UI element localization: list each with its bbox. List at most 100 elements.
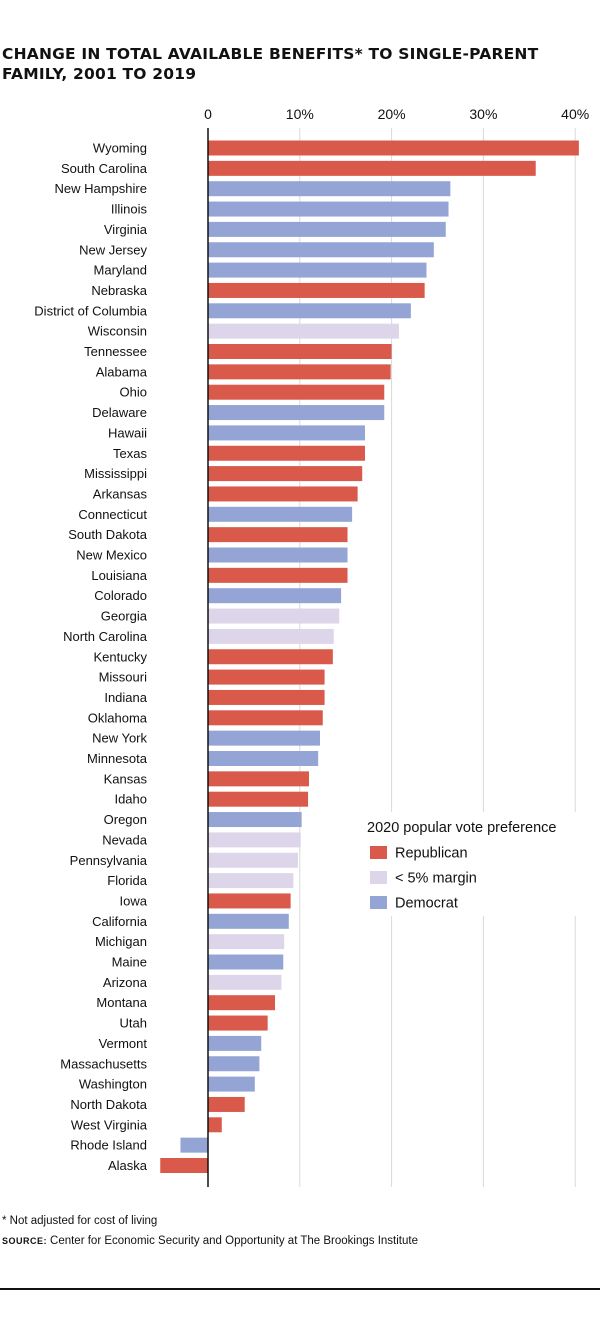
legend-entry: < 5% margin (395, 871, 477, 887)
bar-new-mexico (208, 547, 348, 563)
category-label: Nebraska (91, 283, 147, 298)
category-label: Washington (79, 1077, 147, 1092)
legend: 2020 popular vote preference Republican < … (358, 812, 598, 916)
source-label: SOURCE: (2, 1236, 48, 1246)
category-label: New Jersey (79, 242, 147, 257)
bar-oregon (208, 812, 302, 828)
bar-tennessee (208, 344, 392, 359)
category-label: District of Columbia (34, 303, 147, 318)
bar-virginia (208, 221, 446, 237)
bar-oklahoma (208, 710, 323, 726)
category-label: Colorado (94, 588, 147, 603)
source-line: SOURCE: Center for Economic Security and … (2, 1235, 418, 1247)
bar-utah (208, 1015, 268, 1031)
category-label: Pennsylvania (70, 853, 148, 868)
bar-colorado (208, 588, 342, 604)
bar-georgia (208, 608, 340, 624)
bar-kansas (208, 771, 309, 787)
bar-iowa (208, 893, 291, 909)
bar-kentucky (208, 649, 333, 665)
category-label: Montana (96, 995, 147, 1010)
category-label: Louisiana (91, 568, 147, 583)
bar-montana (208, 995, 276, 1011)
x-tick-label: 30% (469, 106, 497, 122)
bar-alaska (160, 1158, 208, 1173)
category-label: South Dakota (68, 527, 148, 542)
category-label: North Dakota (70, 1097, 147, 1112)
bar-minnesota (208, 751, 319, 766)
category-label: Mississippi (84, 466, 147, 481)
bar-north-carolina (208, 628, 334, 644)
category-label: Virginia (104, 222, 148, 237)
bar-alabama (208, 364, 391, 380)
category-label: Maine (112, 955, 147, 970)
category-label: Oregon (104, 812, 147, 827)
bar-south-dakota (208, 527, 348, 543)
category-label: Maryland (94, 263, 147, 278)
bar-connecticut (208, 506, 353, 522)
category-label: Kentucky (94, 649, 148, 664)
category-label: Idaho (114, 792, 147, 807)
category-label: Alaska (108, 1158, 148, 1173)
category-label: Tennessee (84, 344, 147, 359)
legend-entry: Democrat (395, 896, 458, 912)
bars (160, 140, 579, 1173)
x-tick-label: 10% (286, 106, 314, 122)
category-labels: Wyoming South Carolina New Hampshire Illino… (34, 141, 147, 1174)
bar-arizona (208, 974, 282, 990)
x-tick-label: 40% (561, 106, 589, 122)
bar-massachusetts (208, 1056, 260, 1072)
bar-idaho (208, 791, 309, 807)
category-label: Oklahoma (88, 710, 148, 725)
bar-south-carolina (208, 160, 536, 176)
category-label: Connecticut (78, 507, 147, 522)
category-label: Wyoming (93, 141, 147, 156)
legend-entry: Republican (395, 846, 468, 862)
bar-florida (208, 873, 294, 889)
legend-swatch (370, 896, 387, 909)
category-label: Missouri (99, 670, 148, 685)
category-label: Florida (107, 873, 148, 888)
category-label: Indiana (104, 690, 147, 705)
bar-rhode-island (180, 1137, 208, 1153)
bar-pennsylvania (208, 852, 298, 868)
bar-new-york (208, 730, 320, 746)
bar-michigan (208, 934, 285, 950)
bar-hawaii (208, 425, 365, 441)
category-label: California (92, 914, 148, 929)
bar-louisiana (208, 567, 348, 583)
category-label: Ohio (120, 385, 147, 400)
category-label: Kansas (104, 771, 148, 786)
bar-district-of-columbia (208, 303, 411, 319)
bar-west-virginia (208, 1117, 222, 1133)
x-axis-ticks: 0 10% 20% 30% 40% (204, 106, 589, 122)
bar-ohio (208, 384, 385, 400)
legend-swatch (370, 871, 387, 884)
legend-swatch (370, 846, 387, 859)
category-label: Massachusetts (60, 1056, 147, 1071)
category-label: New York (92, 731, 147, 746)
category-label: Iowa (120, 893, 148, 908)
category-label: Delaware (92, 405, 147, 420)
category-label: South Carolina (61, 161, 148, 176)
category-label: Illinois (111, 202, 148, 217)
bar-vermont (208, 1035, 262, 1051)
category-label: Nevada (102, 832, 148, 847)
x-tick-label: 0 (204, 106, 212, 122)
bar-wisconsin (208, 323, 399, 339)
category-label: Utah (120, 1016, 147, 1031)
bar-washington (208, 1076, 255, 1092)
category-label: Arkansas (93, 486, 148, 501)
category-label: Texas (113, 446, 147, 461)
category-label: New Hampshire (55, 181, 147, 196)
bar-illinois (208, 201, 449, 217)
legend-title: 2020 popular vote preference (367, 820, 556, 836)
category-label: Rhode Island (70, 1138, 147, 1153)
category-label: Michigan (95, 934, 147, 949)
category-label: Georgia (101, 609, 148, 624)
category-label: Alabama (96, 364, 148, 379)
bar-california (208, 913, 289, 929)
category-label: Wisconsin (88, 324, 147, 339)
bottom-rule (0, 1288, 600, 1290)
bar-new-jersey (208, 242, 434, 258)
